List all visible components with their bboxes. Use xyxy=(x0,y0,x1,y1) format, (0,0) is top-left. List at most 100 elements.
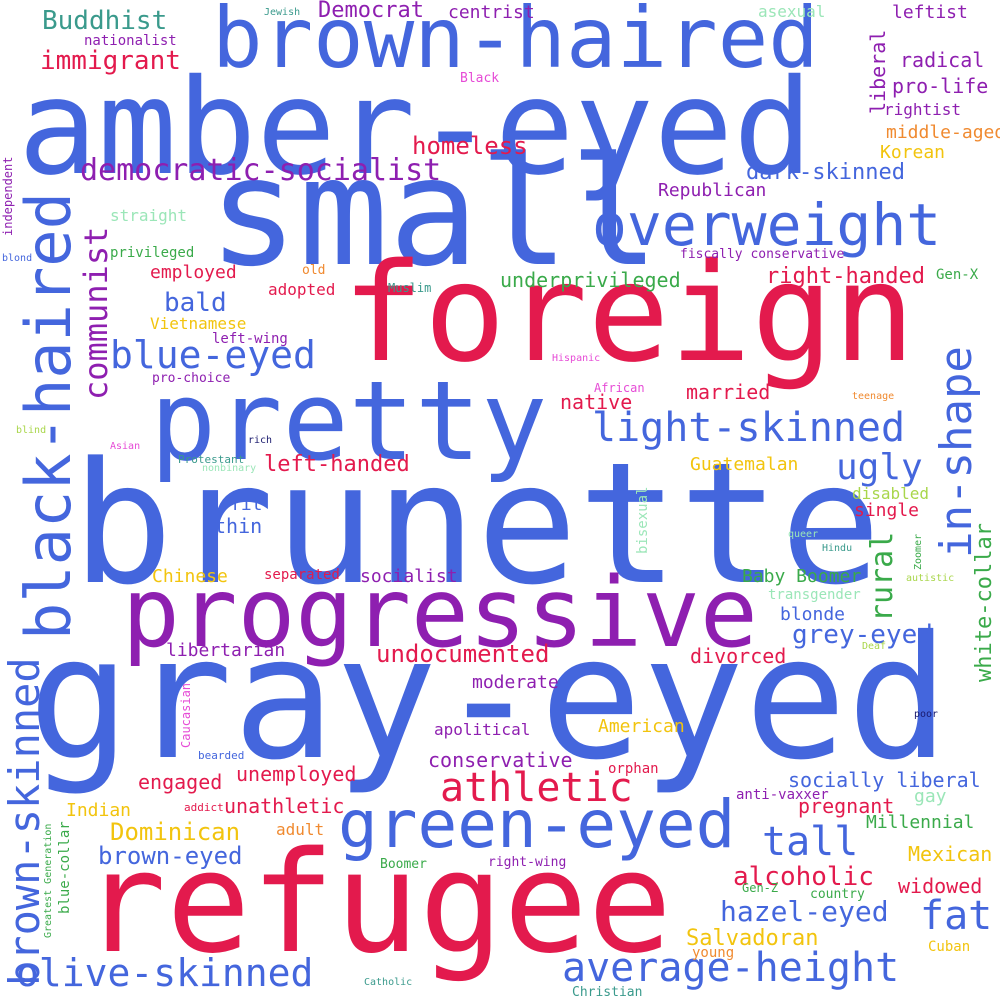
word-zoomer: Zoomer xyxy=(913,533,924,570)
word-boomer: Boomer xyxy=(380,857,427,872)
word-moderate: moderate xyxy=(472,672,559,693)
word-fat: fat xyxy=(920,893,993,939)
word-progressive: progressive xyxy=(122,557,758,669)
word-communist: communist xyxy=(77,226,115,400)
word-fiscally-conservative: fiscally conservative xyxy=(680,247,845,262)
word-alcoholic: alcoholic xyxy=(733,862,874,892)
word-tall: tall xyxy=(762,819,859,865)
word-overweight: overweight xyxy=(592,191,942,259)
word-korean: Korean xyxy=(880,142,946,163)
word-country: country xyxy=(810,887,865,902)
word-guatemalan: Guatemalan xyxy=(690,454,799,475)
word-adopted: adopted xyxy=(268,280,336,299)
word-grey-eyed: grey-eyed xyxy=(792,620,933,650)
word-refugee: refugee xyxy=(82,822,673,985)
word-autistic: autistic xyxy=(906,573,955,584)
word-american: American xyxy=(598,716,685,737)
word-rich: rich xyxy=(248,435,273,446)
word-gray-eyed: gray-eyed xyxy=(28,600,950,798)
word-amber-eyed: amber-eyed xyxy=(18,51,813,205)
word-native: native xyxy=(560,390,633,414)
word-foreign: foreign xyxy=(342,235,916,393)
word-single: single xyxy=(854,500,920,521)
word-addict: addict xyxy=(184,801,224,814)
word-unemployed: unemployed xyxy=(236,762,357,786)
word-pro-choice: pro-choice xyxy=(152,371,231,386)
word-light-skinned: light-skinned xyxy=(592,405,906,451)
word-employed: employed xyxy=(150,262,237,283)
word-privileged: privileged xyxy=(110,245,195,261)
word-right-wing: right-wing xyxy=(488,855,567,870)
word-left-handed: left-handed xyxy=(264,452,410,477)
word-transgender: transgender xyxy=(768,587,861,603)
word-black: Black xyxy=(460,71,500,86)
word-dark-skinned: dark-skinned xyxy=(746,160,905,185)
word-pretty: pretty xyxy=(150,357,548,485)
word-fit: fit xyxy=(230,494,263,515)
word-thin: thin xyxy=(214,514,263,538)
word-conservative: conservative xyxy=(428,748,573,772)
word-green-eyed: green-eyed xyxy=(338,786,736,863)
word-socially-liberal: socially liberal xyxy=(788,768,981,792)
word-apolitical: apolitical xyxy=(434,720,531,739)
word-immigrant: immigrant xyxy=(40,46,181,76)
word-anti-vaxxer: anti-vaxxer xyxy=(736,787,829,803)
word-bearded: bearded xyxy=(198,749,245,762)
word-athletic: athletic xyxy=(440,765,633,811)
word-right-handed: right-handed xyxy=(766,264,925,289)
word-independent: independent xyxy=(1,156,15,236)
word-nonbinary: nonbinary xyxy=(202,463,257,474)
word-asexual: asexual xyxy=(758,2,826,21)
word-rightist: middle-aged xyxy=(886,122,1000,143)
word-socialist: socialist xyxy=(360,566,458,587)
word-leftist: leftist xyxy=(892,2,968,23)
word-bald: bald xyxy=(164,288,227,318)
word-millennial: Millennial xyxy=(866,812,975,833)
word-dominican: Dominican xyxy=(110,818,241,846)
word-average-height: average-height xyxy=(562,945,900,991)
word-protestant: Protestant xyxy=(178,453,245,466)
word-republican: Republican xyxy=(658,180,767,201)
word-olive-skinned: olive-skinned xyxy=(16,951,314,995)
word-gen-x: Gen-X xyxy=(936,267,979,283)
word-homeless: homeless xyxy=(412,132,528,160)
word-pregnant: pregnant xyxy=(798,794,895,818)
word-gen-z: Gen-Z xyxy=(742,881,779,895)
word-pro-life: pro-life xyxy=(892,74,989,98)
word-vietnamese: Vietnamese xyxy=(150,314,247,333)
word-hazel-eyed: hazel-eyed xyxy=(720,895,889,928)
word-teenage: teenage xyxy=(852,391,895,402)
word-separated: separated xyxy=(264,567,340,583)
word-brown-skinned: brown-skinned xyxy=(0,657,49,986)
word-democratic-socialist: democratic-socialist xyxy=(80,153,442,188)
word-buddhist: Buddhist xyxy=(42,6,168,36)
word-poor: poor xyxy=(914,709,939,720)
word-queer: queer xyxy=(788,529,819,540)
word-salvadoran: Salvadoran xyxy=(686,926,819,951)
word-muslim: Muslim xyxy=(388,281,432,295)
word-brown-eyed: brown-eyed xyxy=(98,842,243,870)
word-libertarian: libertarian xyxy=(166,640,286,661)
word-hindu: Hindu xyxy=(822,543,853,554)
word-baby-boomer: Baby Boomer xyxy=(742,566,862,587)
word-indian: Indian xyxy=(66,800,132,821)
word-adult: adult xyxy=(276,820,325,839)
word-married: married xyxy=(686,380,771,404)
word-blue-collar: blue-collar xyxy=(57,821,73,914)
word-divorced: divorced xyxy=(690,644,787,668)
word-christian: Christian xyxy=(572,985,643,1000)
word-underprivileged: underprivileged xyxy=(500,268,681,292)
word-catholic: Catholic xyxy=(364,977,413,988)
word-cuban: young xyxy=(692,945,735,961)
word-blind: blind xyxy=(16,425,47,436)
word-asian: Asian xyxy=(110,441,141,452)
word-widowed: widowed xyxy=(898,874,983,898)
word-blonde: blonde xyxy=(780,604,846,625)
word-middle-aged: rightist xyxy=(884,100,962,119)
word-blond: blond xyxy=(2,253,33,264)
word-orphan: orphan xyxy=(608,761,659,777)
word-nationalist: nationalist xyxy=(84,33,177,49)
word-white-collar: white-collar xyxy=(972,523,997,682)
word-african: African xyxy=(594,381,645,395)
